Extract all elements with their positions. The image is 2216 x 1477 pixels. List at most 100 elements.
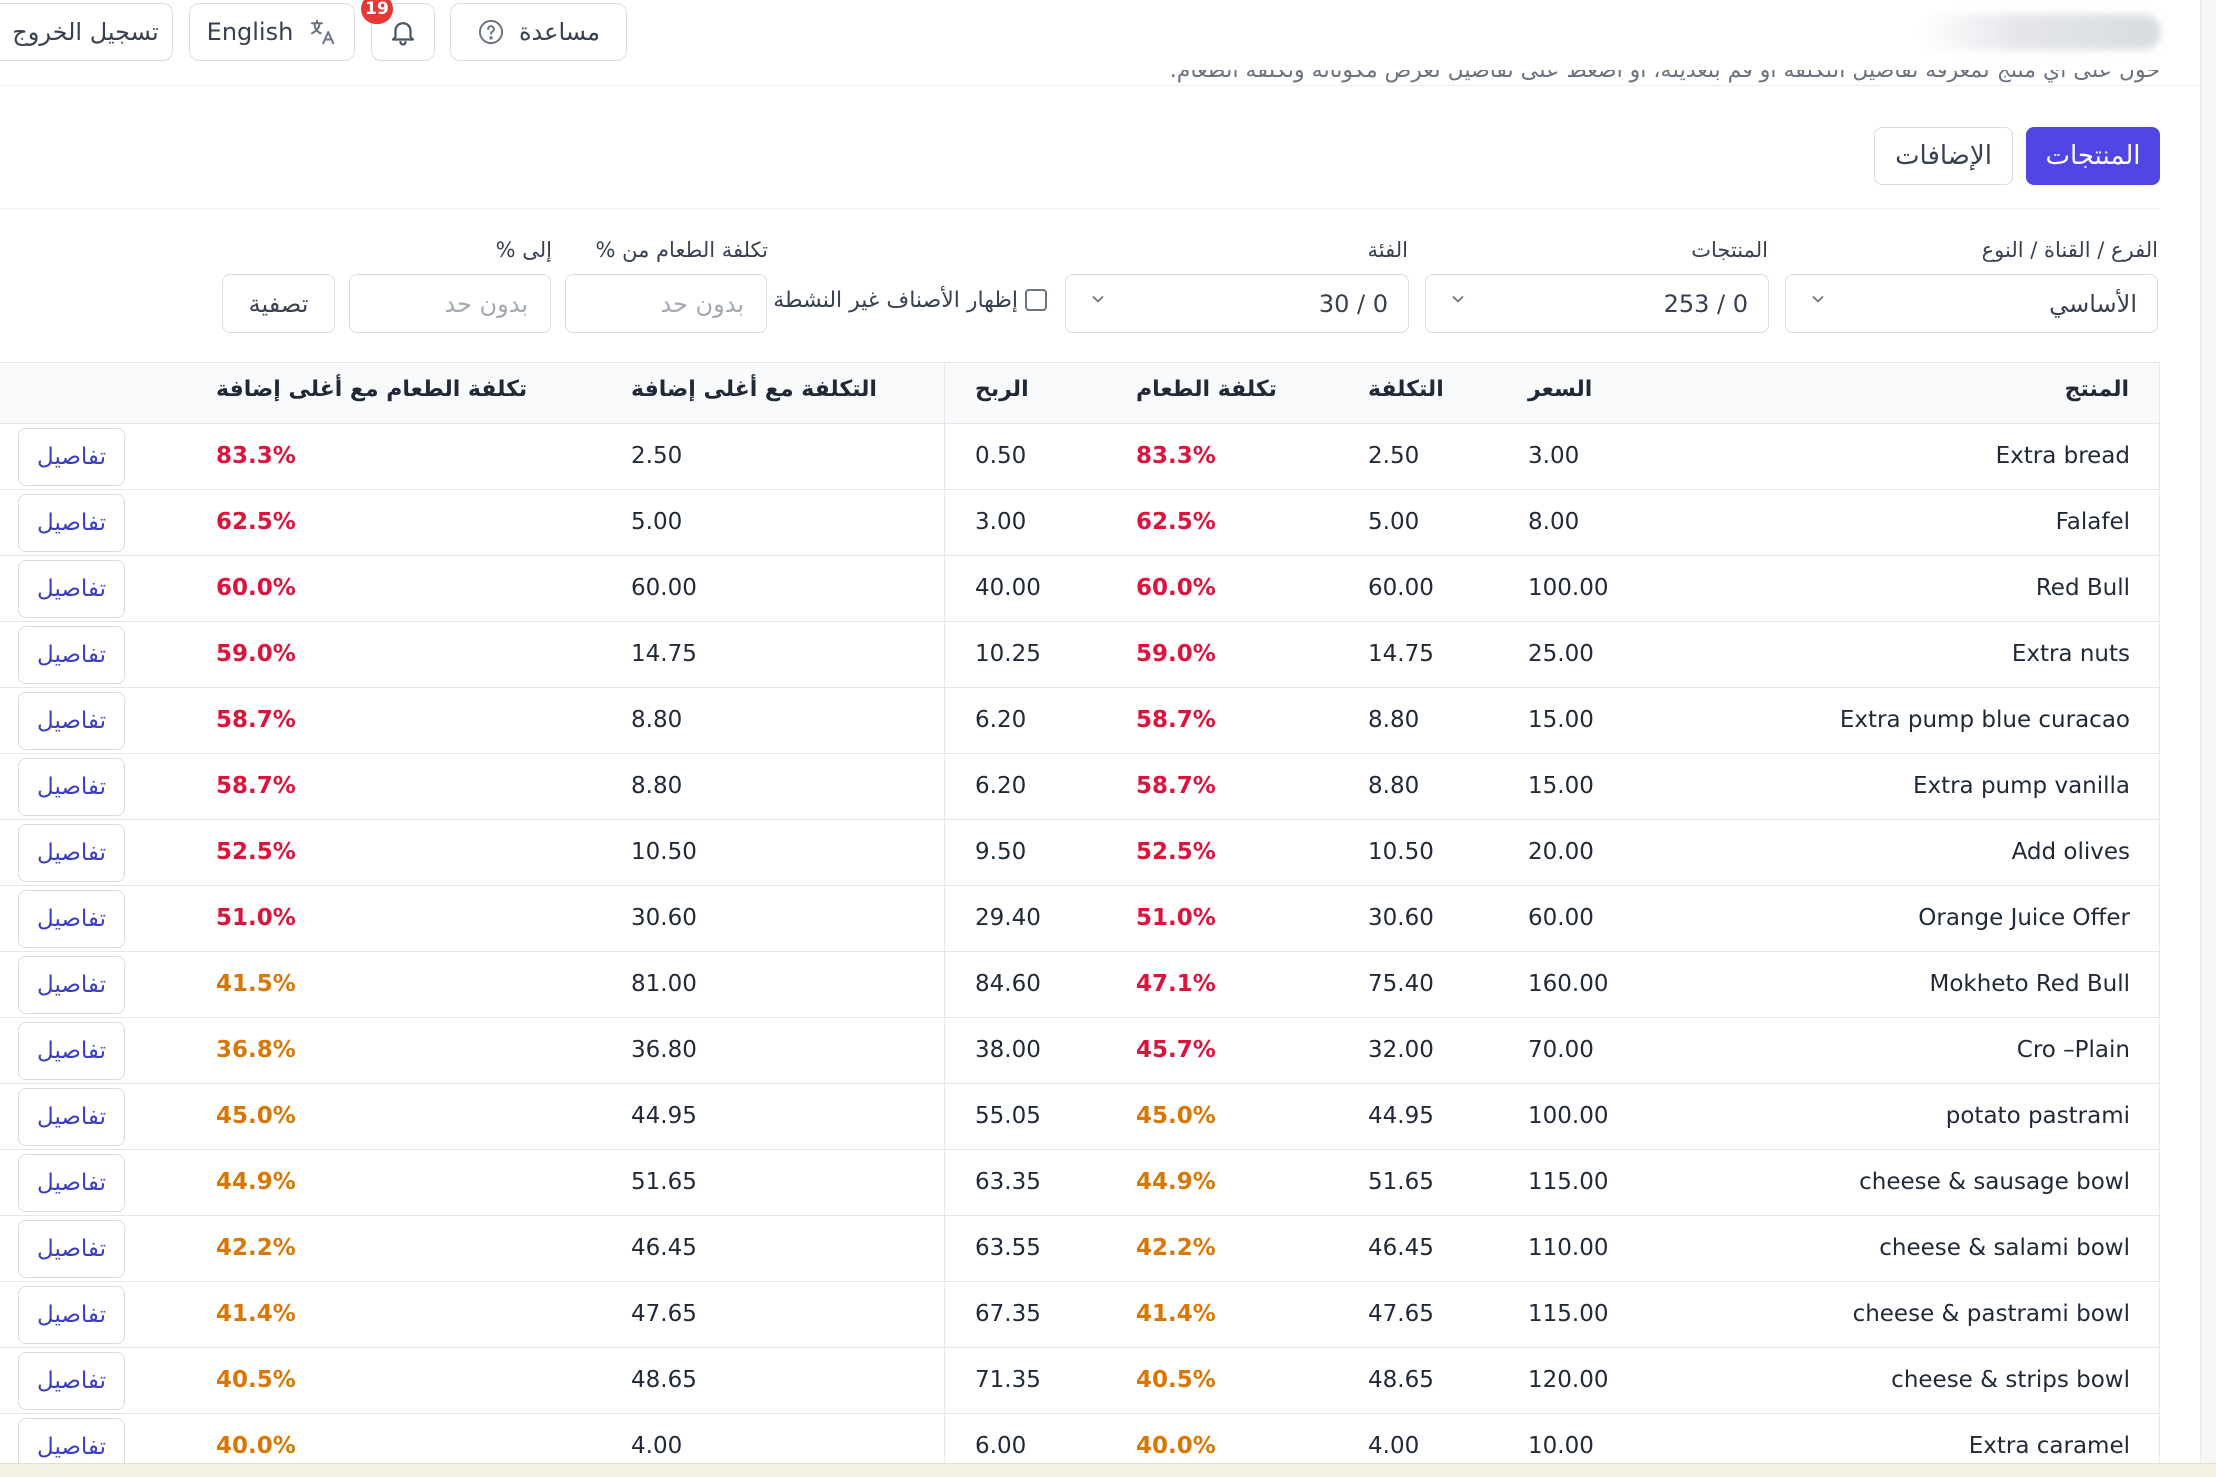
filter-button[interactable]: تصفية <box>222 274 335 333</box>
header-cost[interactable]: التكلفة <box>1368 377 1444 402</box>
cell-food-cost: 62.5% <box>1136 509 1216 535</box>
details-button[interactable]: تفاصيل <box>18 1286 125 1344</box>
cell-profit: 55.05 <box>975 1103 1041 1129</box>
cell-food-cost-max-addon: 42.2% <box>216 1235 296 1261</box>
products-filter-label: المنتجات <box>1691 238 1768 262</box>
cell-food-cost-max-addon: 41.4% <box>216 1301 296 1327</box>
divider <box>0 208 2160 209</box>
header-profit[interactable]: الربح <box>975 377 1029 402</box>
table-row: Extra pump blue curacao 15.00 8.80 58.7% 6.2… <box>0 687 2159 753</box>
cell-cost-max-addon: 10.50 <box>631 839 697 865</box>
food-cost-to-input[interactable] <box>349 274 551 333</box>
cell-food-cost: 44.9% <box>1136 1169 1216 1195</box>
category-filter-label: الفئة <box>1367 238 1408 262</box>
cell-food-cost: 58.7% <box>1136 773 1216 799</box>
details-button[interactable]: تفاصيل <box>18 560 125 618</box>
details-button[interactable]: تفاصيل <box>18 1088 125 1146</box>
cell-food-cost-max-addon: 40.5% <box>216 1367 296 1393</box>
cell-food-cost: 47.1% <box>1136 971 1216 997</box>
details-button[interactable]: تفاصيل <box>18 692 125 750</box>
category-select[interactable]: 0 / 30 <box>1065 274 1409 333</box>
cell-product: Orange Juice Offer <box>1918 905 2130 931</box>
details-button[interactable]: تفاصيل <box>18 956 125 1014</box>
tab-products[interactable]: المنتجات <box>2026 127 2160 185</box>
cell-food-cost: 51.0% <box>1136 905 1216 931</box>
table-row: Falafel 8.00 5.00 62.5% 3.00 5.00 62.5% تفاصيل <box>0 489 2159 555</box>
chevron-down-icon <box>1812 295 1824 303</box>
cell-product: Extra pump vanilla <box>1912 773 2130 799</box>
cell-profit: 84.60 <box>975 971 1041 997</box>
scrollbar[interactable] <box>2200 0 2216 1477</box>
table-row: Extra caramel 10.00 4.00 40.0% 6.00 4.00 40.0%… <box>0 1413 2159 1477</box>
branch-select-value: الأساسي <box>2049 289 2137 318</box>
branch-select[interactable]: الأساسي <box>1785 274 2158 333</box>
logout-button[interactable]: تسجيل الخروج <box>0 3 173 61</box>
cell-cost: 4.00 <box>1368 1433 1420 1459</box>
details-button[interactable]: تفاصيل <box>18 824 125 882</box>
products-select[interactable]: 0 / 253 <box>1425 274 1769 333</box>
cell-cost: 44.95 <box>1368 1103 1434 1129</box>
cell-profit: 63.35 <box>975 1169 1041 1195</box>
details-button[interactable]: تفاصيل <box>18 1352 125 1410</box>
cell-profit: 6.20 <box>975 773 1027 799</box>
logout-label: تسجيل الخروج <box>12 18 159 46</box>
table-row: potato pastrami 100.00 44.95 45.0% 55.05 44.9… <box>0 1083 2159 1149</box>
cell-price: 115.00 <box>1528 1301 1609 1327</box>
language-button[interactable]: English <box>189 3 355 61</box>
header-food-cost-max-addon[interactable]: تكلفة الطعام مع أغلى إضافة <box>216 377 528 402</box>
header-product[interactable]: المنتج <box>2064 377 2129 402</box>
cell-profit: 67.35 <box>975 1301 1041 1327</box>
header-price[interactable]: السعر <box>1528 377 1593 402</box>
details-button[interactable]: تفاصيل <box>18 758 125 816</box>
tab-addons[interactable]: الإضافات <box>1874 127 2013 185</box>
cell-food-cost: 59.0% <box>1136 641 1216 667</box>
cell-cost: 10.50 <box>1368 839 1434 865</box>
cell-food-cost: 40.0% <box>1136 1433 1216 1459</box>
table-row: Mokheto Red Bull 160.00 75.40 47.1% 84.60 81.… <box>0 951 2159 1017</box>
cell-profit: 29.40 <box>975 905 1041 931</box>
cell-food-cost: 45.0% <box>1136 1103 1216 1129</box>
cell-product: Extra bread <box>1995 443 2130 469</box>
food-cost-from-field[interactable] <box>566 275 766 332</box>
cell-cost: 47.65 <box>1368 1301 1434 1327</box>
cell-food-cost-max-addon: 58.7% <box>216 707 296 733</box>
table-header <box>0 363 2159 423</box>
table-row: cheese & sausage bowl 115.00 51.65 44.9% 63.… <box>0 1149 2159 1215</box>
cell-food-cost: 40.5% <box>1136 1367 1216 1393</box>
cell-food-cost-max-addon: 45.0% <box>216 1103 296 1129</box>
details-button[interactable]: تفاصيل <box>18 428 125 486</box>
details-button[interactable]: تفاصيل <box>18 1220 125 1278</box>
cell-price: 115.00 <box>1528 1169 1609 1195</box>
products-table: المنتج السعر التكلفة تكلفة الطعام الربح … <box>0 362 2160 1477</box>
branch-filter-label: الفرع / القناة / النوع <box>1981 238 2158 262</box>
column-separator <box>944 363 945 1477</box>
cell-price: 15.00 <box>1528 773 1594 799</box>
table-row: Cro –Plain 70.00 32.00 45.7% 38.00 36.80 36.8%… <box>0 1017 2159 1083</box>
table-row: Extra bread 3.00 2.50 83.3% 0.50 2.50 83.3% تفا… <box>0 423 2159 489</box>
show-inactive-checkbox[interactable] <box>1025 289 1047 311</box>
cell-food-cost: 60.0% <box>1136 575 1216 601</box>
cell-food-cost-max-addon: 36.8% <box>216 1037 296 1063</box>
cell-cost-max-addon: 14.75 <box>631 641 697 667</box>
cell-cost: 5.00 <box>1368 509 1420 535</box>
cell-cost: 46.45 <box>1368 1235 1434 1261</box>
header-food-cost[interactable]: تكلفة الطعام <box>1136 377 1277 402</box>
food-cost-from-input[interactable] <box>565 274 767 333</box>
details-button[interactable]: تفاصيل <box>18 626 125 684</box>
details-button[interactable]: تفاصيل <box>18 1154 125 1212</box>
category-select-value: 0 / 30 <box>1318 289 1388 318</box>
cell-product: cheese & sausage bowl <box>1859 1169 2130 1195</box>
details-button[interactable]: تفاصيل <box>18 494 125 552</box>
cell-price: 120.00 <box>1528 1367 1609 1393</box>
food-cost-to-field[interactable] <box>350 275 550 332</box>
cell-cost: 8.80 <box>1368 773 1420 799</box>
table-row: cheese & strips bowl 120.00 48.65 40.5% 71.3… <box>0 1347 2159 1413</box>
header-cost-max-addon[interactable]: التكلفة مع أغلى إضافة <box>631 377 877 402</box>
top-bar: تسجيل الخروج English 19 مساعدة <box>0 0 2216 86</box>
cell-cost-max-addon: 44.95 <box>631 1103 697 1129</box>
help-button[interactable]: مساعدة <box>450 3 627 61</box>
details-button[interactable]: تفاصيل <box>18 1022 125 1080</box>
cell-cost-max-addon: 46.45 <box>631 1235 697 1261</box>
chevron-down-icon <box>1092 295 1104 303</box>
details-button[interactable]: تفاصيل <box>18 890 125 948</box>
